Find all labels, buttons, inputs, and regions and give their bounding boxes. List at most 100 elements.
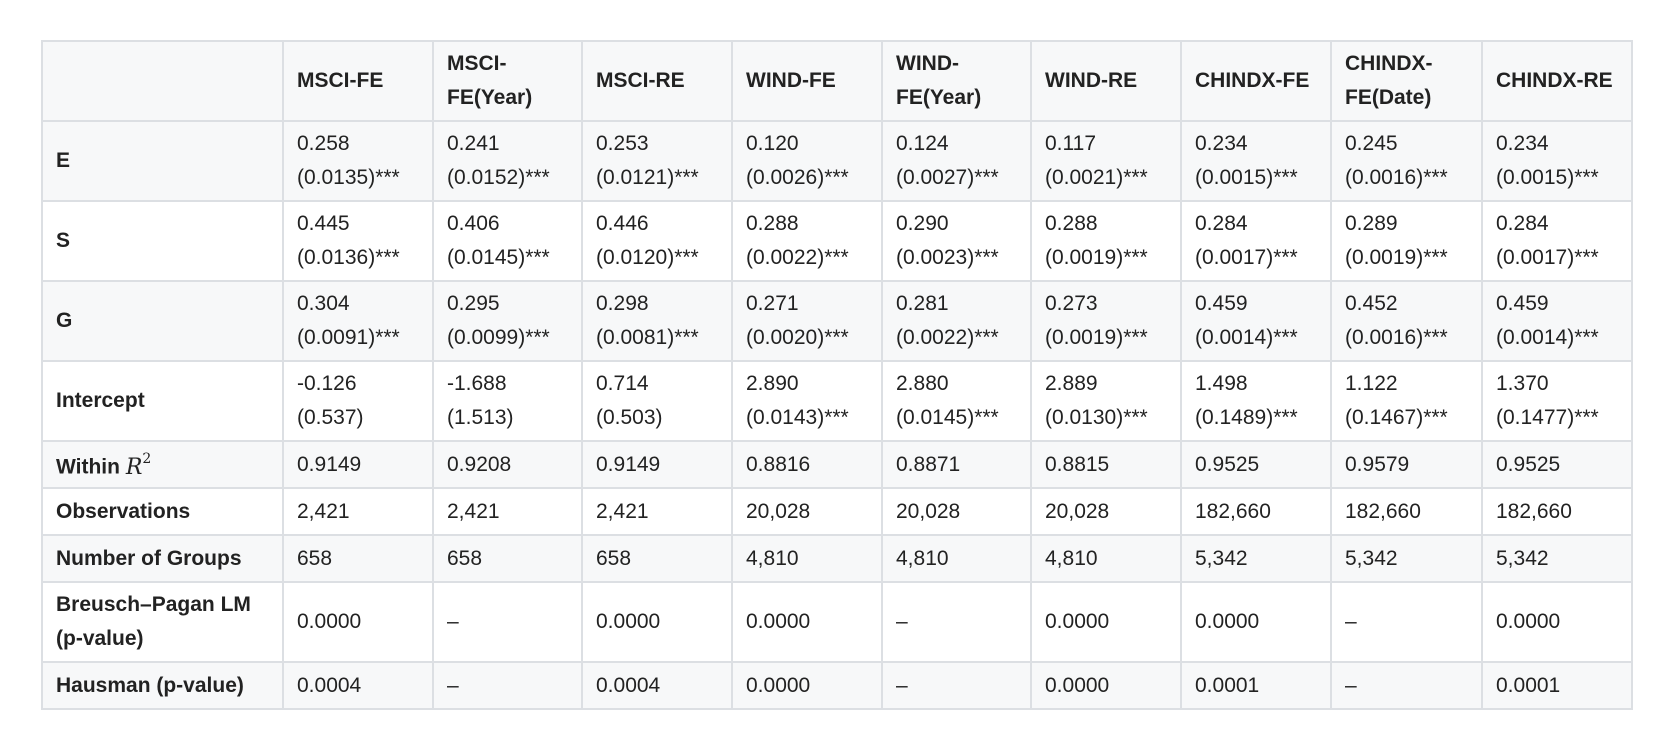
cell-value: 2.890 — [746, 372, 799, 395]
cell-value: 0.0004 — [596, 673, 661, 697]
cell-std-error: (0.1467)*** — [1345, 406, 1448, 429]
data-cell: 5,342 — [1330, 534, 1483, 583]
cell-value: 0.459 — [1195, 292, 1248, 315]
data-cell: 2.880 (0.0145)*** — [881, 360, 1032, 442]
cell-std-error: (0.0120)*** — [596, 246, 699, 269]
data-cell: 0.0000 — [282, 581, 434, 663]
cell-value: 0.9579 — [1345, 452, 1410, 476]
data-cell: 0.0000 — [1481, 581, 1633, 663]
cell-value: 658 — [596, 546, 632, 570]
data-cell: 4,810 — [881, 534, 1032, 583]
cell-value: 182,660 — [1345, 499, 1421, 523]
cell-value: 0.234 — [1195, 132, 1248, 155]
data-cell: 0.117 (0.0021)*** — [1030, 120, 1182, 202]
data-cell: 0.120 (0.0026)*** — [731, 120, 883, 202]
data-cell: 0.8871 — [881, 440, 1032, 489]
cell-value: 0.8871 — [896, 452, 961, 476]
header-cell: WIND-FE — [731, 40, 883, 122]
data-cell: 0.0000 — [731, 581, 883, 663]
cell-std-error: (0.0143)*** — [746, 406, 849, 429]
row-label-cell: Observations — [41, 487, 284, 536]
header-cell: CHINDX-FE — [1180, 40, 1332, 122]
cell-value: 20,028 — [896, 499, 961, 523]
cell-value: 0.446 — [596, 212, 649, 235]
cell-value: 0.0000 — [746, 610, 811, 633]
cell-value: 1.498 — [1195, 372, 1248, 395]
r-symbol: R — [125, 454, 143, 480]
cell-std-error: (0.0017)*** — [1195, 246, 1298, 269]
data-cell: 0.0000 — [731, 661, 883, 710]
table-row: G 0.304 (0.0091)*** 0.295 (0.0099)*** 0.298 (0… — [41, 280, 1633, 362]
data-cell: 0.714 (0.503) — [581, 360, 733, 442]
cell-value: 2.880 — [896, 372, 949, 395]
cell-value: 4,810 — [746, 546, 799, 570]
cell-value: 0.0000 — [1045, 673, 1110, 697]
data-cell: 182,660 — [1180, 487, 1332, 536]
header-cell: MSCI-FE(Year) — [432, 40, 583, 122]
row-label: Within — [56, 455, 120, 479]
cell-value: – — [447, 610, 459, 633]
data-cell: 2,421 — [581, 487, 733, 536]
data-cell: 4,810 — [731, 534, 883, 583]
row-label-cell: E — [41, 120, 284, 202]
cell-value: 0.9525 — [1496, 452, 1561, 476]
cell-value: 0.714 — [596, 372, 649, 395]
data-cell: 0.273 (0.0019)*** — [1030, 280, 1182, 362]
row-label-cell: S — [41, 200, 284, 282]
cell-value: 0.281 — [896, 292, 949, 315]
data-cell: 0.0000 — [1030, 661, 1182, 710]
cell-std-error: (0.537) — [297, 406, 364, 429]
cell-std-error: (0.0121)*** — [596, 166, 699, 189]
data-cell: 0.281 (0.0022)*** — [881, 280, 1032, 362]
data-cell: 0.234 (0.0015)*** — [1481, 120, 1633, 202]
data-cell: 0.284 (0.0017)*** — [1481, 200, 1633, 282]
data-cell: 658 — [282, 534, 434, 583]
data-cell: 0.0000 — [1180, 581, 1332, 663]
data-cell: 0.445 (0.0136)*** — [282, 200, 434, 282]
data-cell: 0.9149 — [581, 440, 733, 489]
cell-value: 2,421 — [297, 499, 350, 523]
cell-value: 0.0000 — [1045, 610, 1110, 633]
cell-value: 0.124 — [896, 132, 949, 155]
header-cell: CHINDX-RE — [1481, 40, 1633, 122]
data-cell: – — [432, 661, 583, 710]
cell-std-error: (0.0130)*** — [1045, 406, 1148, 429]
row-label-cell: G — [41, 280, 284, 362]
cell-value: 0.288 — [746, 212, 799, 235]
data-cell: 2,421 — [282, 487, 434, 536]
data-cell: 1.370 (0.1477)*** — [1481, 360, 1633, 442]
cell-value: 0.452 — [1345, 292, 1398, 315]
row-label: E — [56, 149, 71, 172]
cell-value: 0.0000 — [1195, 610, 1260, 633]
cell-value: 658 — [447, 546, 483, 570]
cell-value: 20,028 — [1045, 499, 1110, 523]
table-row: S 0.445 (0.0136)*** 0.406 (0.0145)*** 0.446 (0… — [41, 200, 1633, 282]
r-squared-symbol: R2 — [125, 451, 152, 480]
cell-value: 0.0001 — [1195, 673, 1260, 697]
data-cell: 0.288 (0.0022)*** — [731, 200, 883, 282]
cell-value: 0.284 — [1195, 212, 1248, 235]
cell-value: -1.688 — [447, 372, 507, 395]
data-cell: 20,028 — [731, 487, 883, 536]
regression-table: MSCI-FE MSCI-FE(Year) MSCI-RE WIND-FE WI… — [41, 40, 1633, 710]
cell-value: 4,810 — [1045, 546, 1098, 570]
cell-std-error: (0.0016)*** — [1345, 326, 1448, 349]
cell-value: 0.9149 — [596, 452, 661, 476]
data-cell: 0.295 (0.0099)*** — [432, 280, 583, 362]
data-cell: 0.9525 — [1481, 440, 1633, 489]
cell-std-error: (0.0016)*** — [1345, 166, 1448, 189]
data-cell: 0.284 (0.0017)*** — [1180, 200, 1332, 282]
cell-value: 0.253 — [596, 132, 649, 155]
cell-value: 0.304 — [297, 292, 350, 315]
data-cell: 4,810 — [1030, 534, 1182, 583]
header-cell: WIND-RE — [1030, 40, 1182, 122]
cell-std-error: (0.0019)*** — [1045, 326, 1148, 349]
row-label: Breusch–Pagan LM (p-value) — [56, 593, 251, 650]
cell-std-error: (0.0145)*** — [896, 406, 999, 429]
data-cell: 5,342 — [1180, 534, 1332, 583]
row-label-cell: Hausman (p-value) — [41, 661, 284, 710]
data-cell: 0.298 (0.0081)*** — [581, 280, 733, 362]
data-cell: 182,660 — [1330, 487, 1483, 536]
cell-value: 0.245 — [1345, 132, 1398, 155]
data-cell: 0.8816 — [731, 440, 883, 489]
